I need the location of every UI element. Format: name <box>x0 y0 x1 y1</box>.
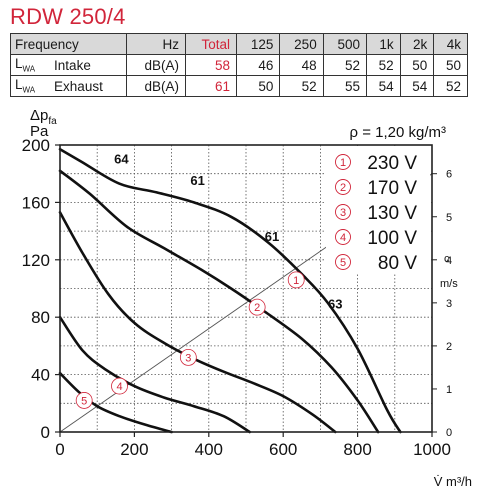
y-axis-label: Δpfa <box>30 107 57 127</box>
row-value: 50 <box>433 54 468 76</box>
curve-marker-1 <box>287 271 305 289</box>
right-axis-unit: m/s <box>440 278 458 290</box>
unit-header: Hz <box>126 33 186 55</box>
sound-level-label: 61 <box>265 229 279 244</box>
legend-text: 100 V <box>367 228 417 249</box>
sound-level-label: 64 <box>114 152 129 167</box>
right-tick-label: 5 <box>446 212 452 224</box>
chart-axes: 0 200 400 600 800 1000040801201602000123456cm… <box>22 107 472 489</box>
fan-curve-4 <box>58 315 251 434</box>
fan-curve-3 <box>58 211 337 434</box>
y-tick-label: 120 <box>22 251 50 270</box>
density-label: ρ = 1,20 kg/m³ <box>350 124 447 141</box>
product-title: RDW 250/4 <box>10 4 126 29</box>
row-value: 54 <box>399 75 435 97</box>
curve-marker-label: 2 <box>254 302 260 314</box>
right-tick-label: 3 <box>446 298 452 310</box>
fan-curve-1 <box>58 148 402 434</box>
y-tick-label: 80 <box>31 308 50 327</box>
row-value: 52 <box>322 54 368 76</box>
y-tick-label: 200 <box>22 136 50 155</box>
row-label: Exhaust <box>50 75 128 97</box>
row-value: 52 <box>279 75 324 97</box>
right-tick-label: 1 <box>446 384 452 396</box>
y-tick-label: 40 <box>31 366 50 385</box>
row-value: 52 <box>433 75 468 97</box>
legend-text: 170 V <box>367 178 417 199</box>
curve-marker-2 <box>248 298 266 316</box>
band-header: 500 <box>322 33 368 55</box>
row-unit: dB(A) <box>126 75 186 97</box>
curve-marker-label: 4 <box>116 381 122 393</box>
x-tick-label: 600 <box>269 440 297 459</box>
chart-legend: 1 230 V 2 170 V 3 130 V 4 100 V 5 80 V <box>326 146 430 274</box>
legend-marker <box>335 204 351 220</box>
legend-marker <box>335 154 351 170</box>
lwa-symbol: LWA <box>10 75 51 97</box>
x-tick-label: 800 <box>343 440 371 459</box>
legend-marker <box>335 179 351 195</box>
right-tick-label: 6 <box>446 169 452 181</box>
curve-marker-label: 5 <box>81 395 87 407</box>
legend-text: 80 V <box>378 253 417 274</box>
legend-text: 130 V <box>367 203 417 224</box>
band-header: 2k <box>399 33 435 55</box>
sound-power-table: Frequency Hz Total 125 250 500 1k 2k 4k … <box>9 33 468 97</box>
right-tick-label: 4 <box>446 255 452 267</box>
fan-curve-2 <box>58 169 380 434</box>
curve-group: 1 2 3 4 5 <box>58 148 402 434</box>
legend-marker-label: 5 <box>340 257 346 269</box>
curve-marker-4 <box>111 377 128 395</box>
x-tick-label: 1000 <box>413 440 451 459</box>
legend-marker-label: 3 <box>340 207 346 219</box>
legend-marker-label: 2 <box>340 182 346 194</box>
curve-marker-3 <box>179 348 197 366</box>
chart-labels: 64 61 61 63 <box>114 152 342 312</box>
x-tick-label: 0 <box>55 440 64 459</box>
sound-level-label: 61 <box>190 173 204 188</box>
table-header-row: Frequency Hz Total 125 250 500 1k 2k 4k <box>9 33 468 55</box>
row-total: 61 <box>184 75 238 97</box>
curve-marker-label: 1 <box>293 275 299 287</box>
table-row-intake: LWA Intake dB(A) 58 46 48 52 52 50 50 <box>10 54 468 76</box>
y-tick-label: 160 <box>22 193 50 212</box>
curve-marker-label: 3 <box>185 352 191 364</box>
y-tick-label: 0 <box>41 423 50 442</box>
legend-text: 230 V <box>367 153 417 174</box>
legend-marker <box>335 229 351 245</box>
curve-marker-5 <box>75 392 93 409</box>
table-row-exhaust: LWA Exhaust dB(A) 61 50 52 55 54 54 52 <box>10 75 468 97</box>
right-tick-label: 2 <box>446 341 452 353</box>
fan-curve-5 <box>58 371 173 434</box>
legend-marker-label: 1 <box>340 157 346 169</box>
sound-level-label: 63 <box>328 297 342 312</box>
legend-marker-label: 4 <box>340 232 346 244</box>
right-axis-label: c <box>444 253 450 265</box>
band-header: 1k <box>366 33 401 55</box>
row-value: 54 <box>366 75 401 97</box>
row-value: 55 <box>322 75 368 97</box>
plot-frame <box>59 144 433 433</box>
x-tick-label: 200 <box>120 440 148 459</box>
right-tick-label: 0 <box>446 427 452 439</box>
legend-marker <box>335 254 351 270</box>
x-tick-label: 400 <box>195 440 223 459</box>
x-axis-label: V̇ m³/h <box>434 474 472 489</box>
y-axis-unit: Pa <box>30 123 49 140</box>
